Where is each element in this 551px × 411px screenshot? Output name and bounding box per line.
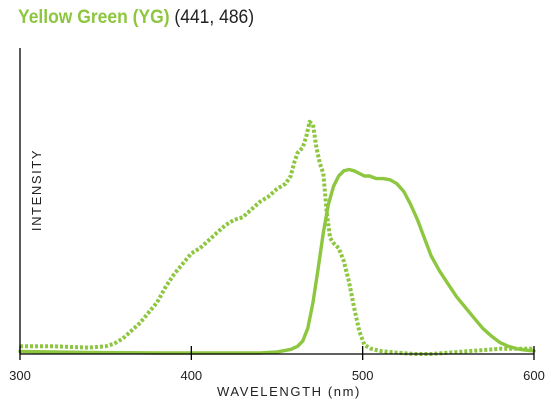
x-axis-label: WAVELENGTH (nm) (217, 384, 361, 399)
chart-title: Yellow Green (YG) (441, 486) (18, 7, 254, 29)
x-tick-label-500: 500 (352, 368, 374, 383)
chart-title-name: Yellow Green (YG) (18, 7, 170, 28)
y-axis-label: INTENSITY (29, 149, 44, 231)
chart-title-wavelengths: (441, 486) (174, 7, 255, 28)
x-ticks: 300 400 500 600 (9, 346, 545, 383)
plot-area (18, 119, 536, 356)
x-tick-label-600: 600 (523, 368, 545, 383)
x-tick-label-400: 400 (180, 368, 202, 383)
series-line-dotted (20, 119, 534, 356)
series-line-solid (18, 167, 536, 355)
x-tick-label-300: 300 (9, 368, 31, 383)
